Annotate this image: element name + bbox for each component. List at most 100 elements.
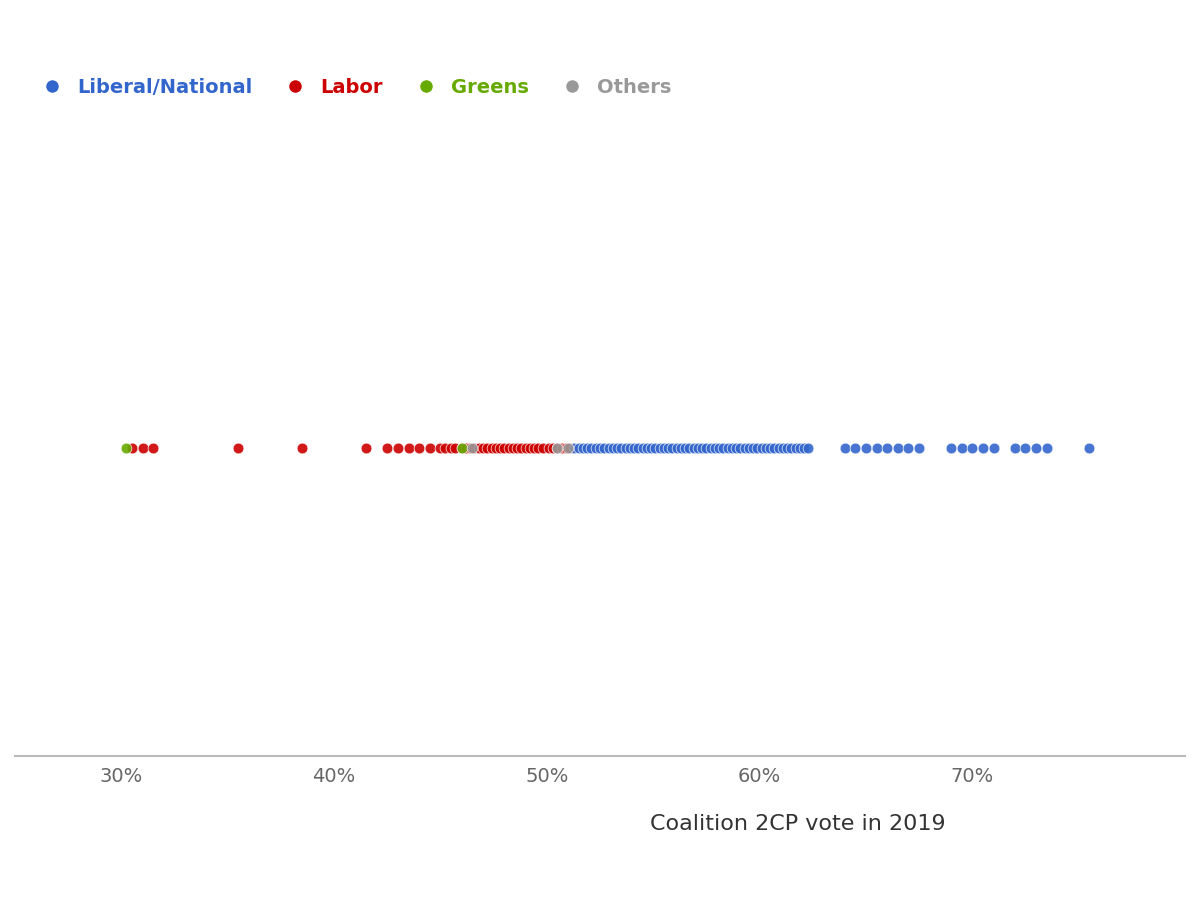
- Point: [604, 441, 623, 456]
- Point: [650, 441, 670, 456]
- Point: [461, 441, 480, 456]
- Point: [144, 441, 163, 456]
- Point: [624, 441, 643, 456]
- Point: [533, 441, 552, 456]
- Point: [511, 441, 530, 456]
- Point: [486, 441, 505, 456]
- Point: [769, 441, 788, 456]
- Point: [706, 441, 725, 456]
- Point: [629, 441, 648, 456]
- Point: [679, 441, 698, 456]
- Point: [356, 441, 376, 456]
- Point: [714, 441, 733, 456]
- Point: [539, 441, 558, 456]
- Point: [632, 441, 652, 456]
- Point: [616, 441, 635, 456]
- Point: [718, 441, 737, 456]
- Point: [524, 441, 544, 456]
- Point: [1026, 441, 1045, 456]
- Point: [378, 441, 397, 456]
- Point: [637, 441, 656, 456]
- Point: [595, 441, 614, 456]
- Point: [436, 441, 455, 456]
- Point: [952, 441, 971, 456]
- Point: [739, 441, 758, 456]
- Point: [744, 441, 763, 456]
- Point: [548, 441, 568, 456]
- Point: [984, 441, 1003, 456]
- Point: [409, 441, 428, 456]
- Point: [962, 441, 982, 456]
- Point: [748, 441, 767, 456]
- Point: [586, 441, 605, 456]
- Point: [1080, 441, 1099, 456]
- Point: [582, 441, 601, 456]
- Point: [574, 441, 593, 456]
- Point: [503, 441, 522, 456]
- Point: [431, 441, 450, 456]
- Point: [731, 441, 750, 456]
- Point: [773, 441, 792, 456]
- Point: [671, 441, 690, 456]
- Point: [794, 441, 814, 456]
- Point: [491, 441, 510, 456]
- Point: [697, 441, 716, 456]
- Point: [1016, 441, 1036, 456]
- Point: [508, 441, 527, 456]
- Point: [692, 441, 712, 456]
- Point: [676, 441, 695, 456]
- Point: [452, 441, 472, 456]
- Point: [116, 441, 136, 456]
- Point: [599, 441, 618, 456]
- Point: [752, 441, 772, 456]
- Point: [389, 441, 408, 456]
- Point: [899, 441, 918, 456]
- Point: [667, 441, 686, 456]
- Point: [1037, 441, 1056, 456]
- Point: [420, 441, 439, 456]
- Point: [684, 441, 703, 456]
- Point: [888, 441, 907, 456]
- Point: [529, 441, 548, 456]
- Point: [494, 441, 514, 456]
- Point: [473, 441, 492, 456]
- Point: [689, 441, 708, 456]
- Point: [778, 441, 797, 456]
- Point: [791, 441, 810, 456]
- Point: [659, 441, 678, 456]
- Point: [445, 441, 464, 456]
- Point: [654, 441, 673, 456]
- Point: [558, 441, 577, 456]
- Point: [799, 441, 818, 456]
- Point: [786, 441, 805, 456]
- Point: [607, 441, 626, 456]
- Point: [293, 441, 312, 456]
- Point: [857, 441, 876, 456]
- Text: Coalition 2CP vote in 2019: Coalition 2CP vote in 2019: [649, 815, 946, 834]
- Point: [456, 441, 475, 456]
- Point: [544, 441, 563, 456]
- Point: [642, 441, 661, 456]
- Point: [442, 441, 461, 456]
- Point: [548, 441, 568, 456]
- Point: [133, 441, 152, 456]
- Point: [736, 441, 755, 456]
- Point: [229, 441, 248, 456]
- Point: [973, 441, 992, 456]
- Point: [612, 441, 631, 456]
- Point: [521, 441, 540, 456]
- Point: [569, 441, 588, 456]
- Point: [398, 441, 418, 456]
- Point: [590, 441, 610, 456]
- Point: [722, 441, 742, 456]
- Legend: Liberal/National, Labor, Greens, Others: Liberal/National, Labor, Greens, Others: [25, 70, 679, 105]
- Point: [552, 441, 571, 456]
- Point: [516, 441, 535, 456]
- Point: [764, 441, 784, 456]
- Point: [1006, 441, 1025, 456]
- Point: [463, 441, 482, 456]
- Point: [662, 441, 682, 456]
- Point: [499, 441, 518, 456]
- Point: [726, 441, 745, 456]
- Point: [122, 441, 142, 456]
